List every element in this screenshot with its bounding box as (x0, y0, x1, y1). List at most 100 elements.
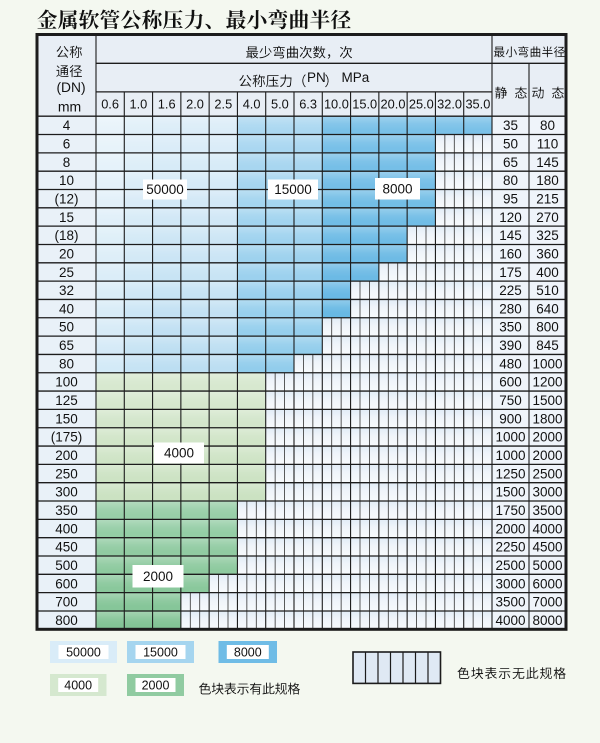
svg-text:20: 20 (59, 246, 74, 261)
svg-text:4000: 4000 (64, 679, 92, 693)
svg-text:280: 280 (499, 301, 522, 316)
svg-text:4000: 4000 (164, 446, 194, 461)
svg-text:50000: 50000 (146, 182, 184, 197)
svg-text:640: 640 (536, 301, 559, 316)
svg-text:125: 125 (55, 393, 78, 408)
svg-text:1750: 1750 (495, 503, 525, 518)
svg-text:325: 325 (536, 228, 559, 243)
svg-text:2000: 2000 (532, 430, 562, 445)
svg-text:2.0: 2.0 (186, 97, 204, 112)
svg-text:32.0: 32.0 (437, 97, 462, 112)
svg-text:50000: 50000 (66, 646, 101, 660)
svg-text:20.0: 20.0 (381, 97, 406, 112)
svg-text:1200: 1200 (532, 375, 562, 390)
svg-text:1000: 1000 (495, 448, 525, 463)
svg-text:8000: 8000 (234, 646, 262, 660)
svg-text:4500: 4500 (532, 540, 562, 555)
svg-text:50: 50 (503, 137, 518, 152)
svg-text:40: 40 (59, 301, 74, 316)
svg-text:4: 4 (63, 118, 71, 133)
svg-text:1000: 1000 (532, 356, 562, 371)
svg-text:95: 95 (503, 192, 518, 207)
svg-text:6: 6 (63, 137, 71, 152)
svg-text:2250: 2250 (495, 540, 525, 555)
svg-text:160: 160 (499, 246, 522, 261)
svg-text:390: 390 (499, 338, 522, 353)
svg-text:32: 32 (59, 283, 74, 298)
svg-text:500: 500 (55, 558, 78, 573)
svg-text:4000: 4000 (495, 613, 525, 628)
svg-text:15: 15 (59, 210, 74, 225)
svg-text:10.0: 10.0 (324, 97, 349, 112)
svg-text:8: 8 (63, 155, 71, 170)
svg-text:350: 350 (499, 320, 522, 335)
svg-text:1800: 1800 (532, 411, 562, 426)
svg-text:5000: 5000 (532, 558, 562, 573)
svg-text:15000: 15000 (274, 182, 312, 197)
svg-text:800: 800 (536, 320, 559, 335)
svg-text:8000: 8000 (532, 613, 562, 628)
svg-text:8000: 8000 (382, 181, 412, 196)
svg-text:1500: 1500 (495, 485, 525, 500)
svg-text:25.0: 25.0 (409, 97, 434, 112)
svg-text:5.0: 5.0 (271, 97, 289, 112)
svg-text:0.6: 0.6 (101, 97, 119, 112)
svg-text:700: 700 (55, 595, 78, 610)
svg-text:300: 300 (55, 485, 78, 500)
svg-text:2000: 2000 (532, 448, 562, 463)
svg-text:3000: 3000 (495, 576, 525, 591)
svg-text:MPa: MPa (342, 70, 370, 85)
svg-text:600: 600 (55, 576, 78, 591)
svg-text:1250: 1250 (495, 466, 525, 481)
svg-text:65: 65 (59, 338, 74, 353)
svg-text:2000: 2000 (143, 569, 173, 584)
svg-text:480: 480 (499, 356, 522, 371)
svg-text:1000: 1000 (495, 430, 525, 445)
svg-text:510: 510 (536, 283, 559, 298)
svg-text:120: 120 (499, 210, 522, 225)
svg-text:400: 400 (536, 265, 559, 280)
svg-text:100: 100 (55, 375, 78, 390)
svg-text:3500: 3500 (532, 503, 562, 518)
svg-text:PN: PN (307, 70, 326, 85)
svg-text:250: 250 (55, 466, 78, 481)
svg-text:4000: 4000 (532, 521, 562, 536)
svg-text:2500: 2500 (532, 466, 562, 481)
svg-text:6.3: 6.3 (299, 97, 317, 112)
svg-text:450: 450 (55, 540, 78, 555)
svg-text:845: 845 (536, 338, 559, 353)
svg-text:65: 65 (503, 155, 518, 170)
svg-text:mm: mm (58, 98, 81, 114)
svg-text:225: 225 (499, 283, 522, 298)
svg-text:(DN): (DN) (56, 80, 85, 95)
svg-text:1.6: 1.6 (158, 97, 176, 112)
svg-text:(18): (18) (54, 228, 78, 243)
svg-text:110: 110 (537, 137, 559, 152)
svg-text:215: 215 (536, 192, 559, 207)
svg-text:2000: 2000 (495, 521, 525, 536)
svg-text:80: 80 (540, 118, 555, 133)
svg-text:145: 145 (536, 155, 559, 170)
svg-text:270: 270 (536, 210, 559, 225)
svg-text:150: 150 (55, 411, 78, 426)
svg-text:1.0: 1.0 (130, 97, 148, 112)
svg-text:3500: 3500 (495, 595, 525, 610)
svg-text:15.0: 15.0 (352, 97, 377, 112)
svg-text:25: 25 (59, 265, 74, 280)
svg-text:6000: 6000 (532, 576, 562, 591)
svg-text:900: 900 (499, 411, 522, 426)
svg-text:3000: 3000 (532, 485, 562, 500)
svg-text:2000: 2000 (142, 679, 170, 693)
svg-text:(175): (175) (51, 430, 83, 445)
svg-text:200: 200 (55, 448, 78, 463)
svg-text:35: 35 (503, 118, 518, 133)
svg-text:4.0: 4.0 (243, 97, 261, 112)
svg-text:600: 600 (499, 375, 522, 390)
svg-text:175: 175 (499, 265, 522, 280)
svg-text:10: 10 (59, 173, 74, 188)
svg-text:2500: 2500 (495, 558, 525, 573)
svg-text:180: 180 (536, 173, 559, 188)
svg-text:(12): (12) (54, 192, 78, 207)
svg-text:80: 80 (59, 356, 74, 371)
svg-text:360: 360 (536, 246, 559, 261)
